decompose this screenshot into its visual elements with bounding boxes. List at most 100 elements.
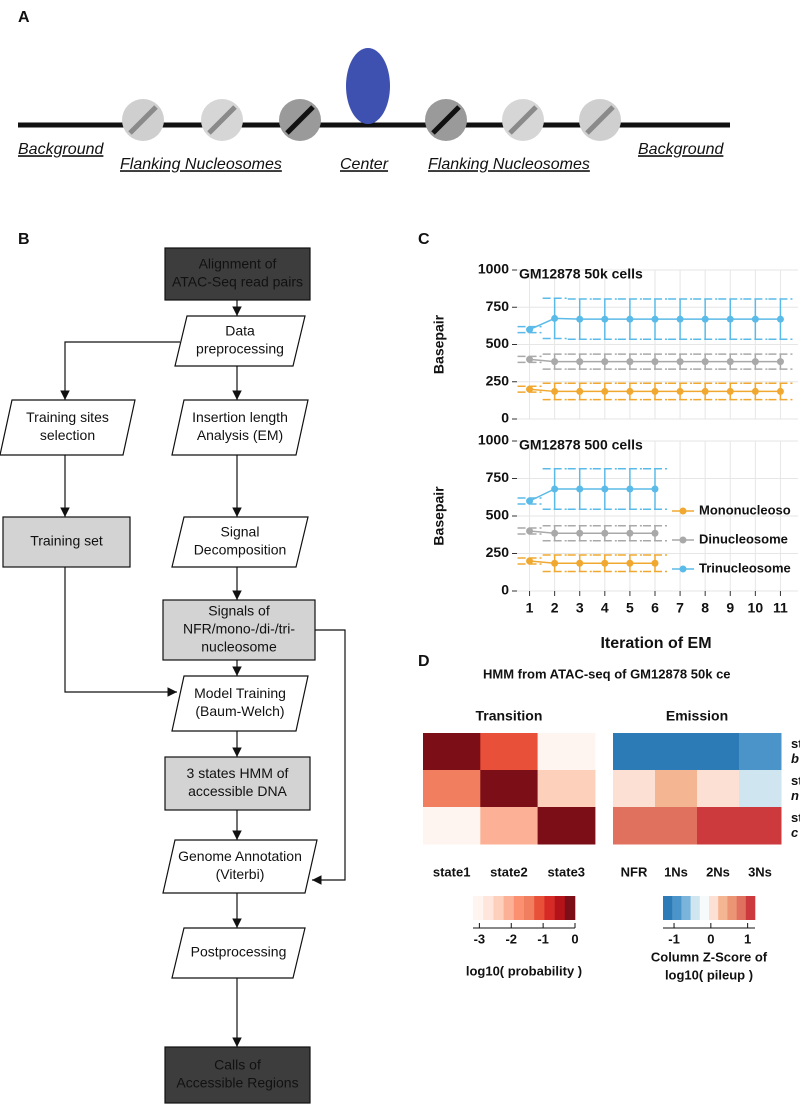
point <box>576 529 584 537</box>
row-label: b <box>791 751 799 766</box>
flow-node-label: accessible DNA <box>188 783 287 799</box>
y-axis-label: Basepair <box>431 486 447 546</box>
series-line <box>529 530 655 534</box>
y-tick-label: 750 <box>486 469 510 485</box>
x-tick-label: 1 <box>526 600 534 616</box>
flow-node-label: Signal <box>221 524 260 540</box>
row-label: c <box>791 825 799 840</box>
point <box>601 315 609 323</box>
legend-label: Dinucleosome <box>699 531 788 546</box>
colorbar-cell <box>709 896 719 920</box>
point <box>626 529 634 537</box>
point <box>651 485 659 493</box>
heat-cell <box>739 807 782 845</box>
flow-node <box>162 599 316 661</box>
colorbar-cell <box>554 896 566 920</box>
colorbar-cell <box>745 896 756 920</box>
region-label: Center <box>340 156 389 173</box>
point <box>676 387 684 395</box>
colorbar-label: Column Z-Score of <box>651 949 768 964</box>
point <box>526 355 534 363</box>
point <box>601 559 609 567</box>
heat-cell <box>537 807 596 845</box>
flow-node-label: Decomposition <box>194 542 287 558</box>
point <box>526 385 534 393</box>
panel-label: D <box>418 653 430 670</box>
x-label: 1Ns <box>664 864 688 879</box>
flow-node-label: Training sites <box>26 409 109 425</box>
x-label: state3 <box>547 864 585 879</box>
heat-cell <box>423 807 481 845</box>
flow-node-label: Accessible Regions <box>176 1075 298 1091</box>
colorbar-cell <box>564 896 576 920</box>
heat-cell <box>697 733 740 771</box>
flow-node <box>0 399 136 456</box>
y-axis-label: Basepair <box>431 314 447 374</box>
point <box>701 315 709 323</box>
point <box>551 529 559 537</box>
series-line <box>529 488 655 502</box>
flow-node-label: nucleosome <box>201 639 277 655</box>
colorbar-cell <box>473 896 484 920</box>
point <box>751 315 759 323</box>
flow-node-label: Model Training <box>194 685 286 701</box>
colorbar-tick-label: -3 <box>474 931 486 946</box>
colorbar-cell <box>681 896 691 920</box>
center-site <box>346 48 390 124</box>
flow-node-label: selection <box>40 427 95 443</box>
flow-arrow <box>312 629 346 885</box>
point <box>651 358 659 366</box>
flow-node <box>164 247 311 301</box>
colorbar-cell <box>544 896 555 920</box>
heat-cell <box>423 770 481 808</box>
flow-node <box>164 1046 311 1104</box>
point <box>676 315 684 323</box>
flow-node <box>171 927 306 979</box>
panel-label: A <box>18 9 30 26</box>
point <box>576 485 584 493</box>
nucleosome-stripe <box>508 105 538 135</box>
heat-cell <box>739 733 782 771</box>
point <box>626 559 634 567</box>
colorbar-cell <box>718 896 728 920</box>
flow-arrow <box>60 341 180 400</box>
point <box>576 315 584 323</box>
region-label: Flanking Nucleosomes <box>120 156 282 173</box>
point <box>751 358 759 366</box>
point <box>776 387 784 395</box>
colorbar-cell <box>699 896 710 920</box>
flow-node-label: Data <box>225 323 255 339</box>
flow-node-label: 3 states HMM of <box>187 765 289 781</box>
flow-node-label: preprocessing <box>196 341 284 357</box>
legend-label: Mononucleoso <box>699 502 791 517</box>
flow-node <box>171 399 309 456</box>
x-tick-label: 9 <box>726 600 734 616</box>
colorbar-cell <box>663 896 673 920</box>
heat-cell <box>697 770 740 808</box>
point <box>601 485 609 493</box>
point <box>676 358 684 366</box>
panel-label: B <box>18 231 30 248</box>
colorbar-tick-label: -2 <box>505 931 517 946</box>
heatmap-title: Emission <box>666 708 728 724</box>
x-label: state2 <box>490 864 528 879</box>
colorbar-cell <box>736 896 747 920</box>
nucleosome-stripe <box>585 105 615 135</box>
x-tick-label: 6 <box>651 600 659 616</box>
colorbar-label: log10( pileup ) <box>665 967 753 982</box>
colorbar-tick-label: 1 <box>744 931 751 946</box>
heat-cell <box>655 733 698 771</box>
point <box>551 314 559 322</box>
chart-title: GM12878 50k cells <box>519 266 643 282</box>
point <box>726 315 734 323</box>
point <box>626 315 634 323</box>
row-label: st <box>791 773 800 788</box>
x-tick-label: 7 <box>676 600 684 616</box>
y-tick-label: 750 <box>486 298 510 314</box>
point <box>551 358 559 366</box>
region-label: Flanking Nucleosomes <box>428 156 590 173</box>
x-tick-label: 10 <box>748 600 764 616</box>
point <box>551 559 559 567</box>
panel-title: HMM from ATAC-seq of GM12878 50k ce <box>483 666 731 681</box>
y-tick-label: 500 <box>486 335 510 351</box>
